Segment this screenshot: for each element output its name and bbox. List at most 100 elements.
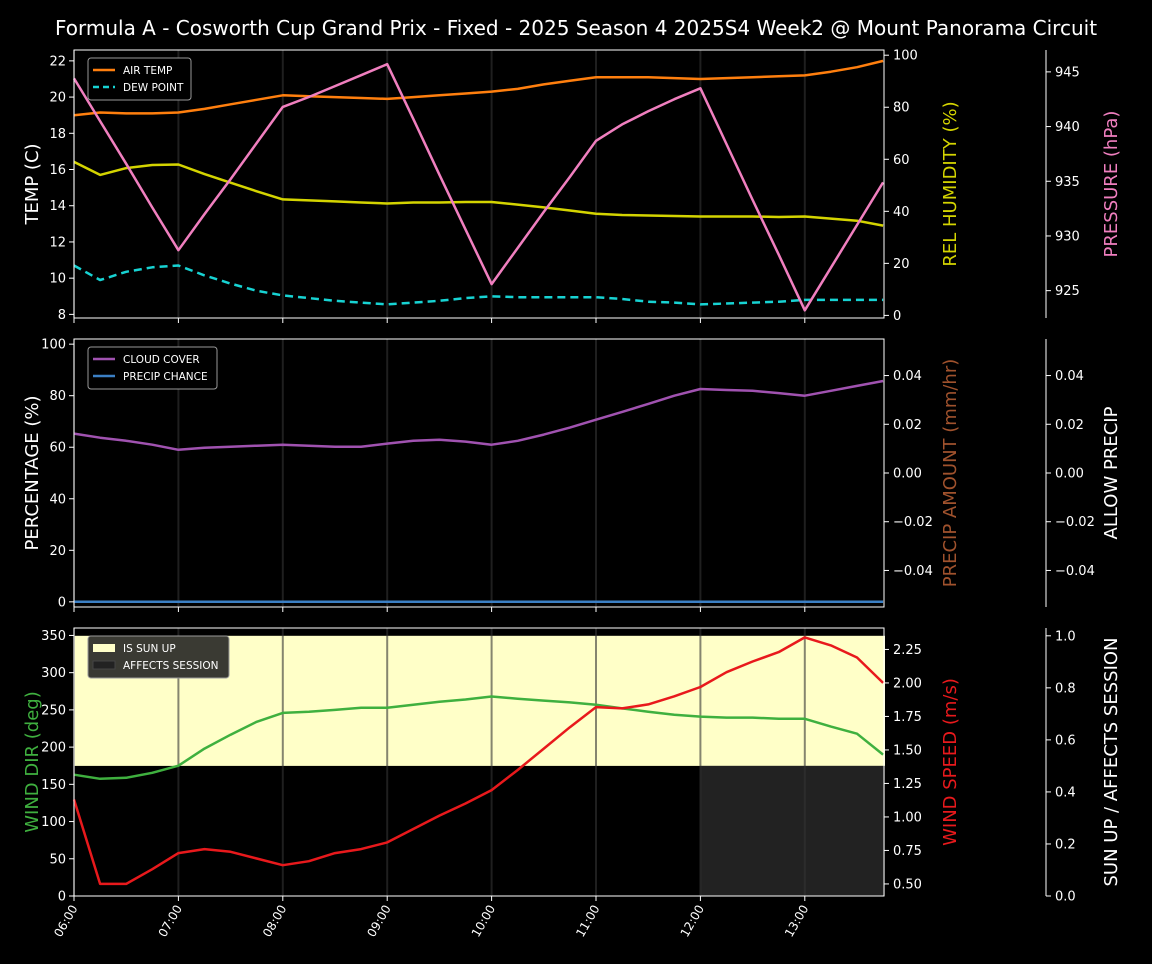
legend [87, 57, 192, 101]
y-tick-label: 1.0 [1055, 629, 1076, 644]
legend [87, 635, 230, 679]
plot-frame [73, 627, 885, 897]
y-tick-label: 1.00 [893, 810, 922, 825]
y-tick-label: 300 [41, 666, 66, 681]
legend-swatch [93, 644, 115, 652]
y-tick-label: 350 [41, 629, 66, 644]
axis-label-left: PERCENTAGE (%) [22, 395, 43, 550]
y-tick-label: 0.00 [1055, 467, 1084, 482]
y-tick-label: −0.02 [1055, 515, 1095, 530]
x-tick-label: 07:00 [156, 903, 185, 940]
y-tick-label: 2.00 [893, 676, 922, 691]
y-tick-label: 0.04 [893, 369, 922, 384]
y-tick-label: 80 [49, 389, 66, 404]
y-tick-label: 60 [49, 441, 66, 456]
y-tick-label: 20 [49, 91, 66, 106]
y-tick-label: −0.04 [1055, 564, 1095, 579]
y-tick-label: 40 [893, 205, 910, 220]
series-line-cloud-cover [73, 379, 884, 452]
panel-2 [69, 338, 1051, 612]
legend-label: IS SUN UP [123, 643, 176, 655]
y-tick-label: 200 [41, 741, 66, 756]
panel-1 [69, 49, 1051, 323]
legend-box [87, 57, 192, 101]
y-tick-label: 2.25 [893, 643, 922, 658]
x-tick-label: 12:00 [678, 903, 707, 940]
y-tick-label: 8 [58, 308, 66, 323]
x-tick-label: 11:00 [573, 903, 602, 940]
y-tick-label: 22 [49, 54, 66, 69]
y-tick-label: 50 [49, 852, 66, 867]
x-tick-label: 10:00 [469, 903, 498, 940]
axis-label-right: REL HUMIDITY (%) [940, 101, 961, 266]
y-tick-label: 0 [893, 309, 901, 324]
y-tick-label: 80 [893, 101, 910, 116]
y-tick-label: −0.02 [893, 515, 933, 530]
legend-label: CLOUD COVER [123, 354, 200, 366]
y-tick-label: 945 [1055, 65, 1080, 80]
x-tick-label: 09:00 [364, 903, 393, 940]
series-line-humidity [73, 160, 884, 227]
legend [87, 346, 218, 390]
y-tick-label: 1.50 [893, 743, 922, 758]
axis-label-right2: PRESSURE (hPa) [1101, 111, 1122, 258]
y-tick-label: 20 [893, 257, 910, 272]
y-tick-label: 100 [41, 338, 66, 353]
series-line-dew-point [73, 264, 884, 306]
y-tick-label: 0.02 [1055, 418, 1084, 433]
x-tick-label: 13:00 [782, 903, 811, 940]
legend-label: DEW POINT [123, 82, 184, 94]
y-tick-label: 935 [1055, 175, 1080, 190]
legend-label: AIR TEMP [123, 65, 172, 77]
y-tick-label: 18 [49, 127, 66, 142]
y-tick-label: 0.0 [1055, 890, 1076, 905]
y-tick-label: 0.75 [893, 844, 922, 859]
plot-frame [73, 49, 885, 319]
legend-box [87, 346, 218, 390]
y-tick-label: 925 [1055, 284, 1080, 299]
y-tick-label: 16 [49, 163, 66, 178]
y-tick-label: 0.00 [893, 467, 922, 482]
y-tick-label: 0.02 [893, 418, 922, 433]
y-tick-label: 1.75 [893, 710, 922, 725]
legend-label: PRECIP CHANCE [123, 371, 208, 383]
series-line-wind_dir [73, 695, 884, 781]
y-tick-label: 0 [58, 890, 66, 905]
y-tick-label: 150 [41, 778, 66, 793]
y-tick-label: 20 [49, 544, 66, 559]
y-tick-label: 0.04 [1055, 369, 1084, 384]
axis-label-right: WIND SPEED (m/s) [940, 678, 961, 846]
x-tick-label: 06:00 [51, 903, 80, 940]
axis-label-right2: ALLOW PRECIP [1101, 406, 1122, 539]
y-tick-label: 0 [58, 595, 66, 610]
y-tick-label: 0.8 [1055, 681, 1076, 696]
y-tick-label: 0.6 [1055, 733, 1076, 748]
panel-3 [69, 627, 1051, 901]
series-line-air-temp [73, 59, 884, 117]
y-tick-label: 940 [1055, 120, 1080, 135]
legend-label: AFFECTS SESSION [123, 660, 219, 672]
x-tick-label: 08:00 [260, 903, 289, 940]
y-tick-label: 100 [41, 815, 66, 830]
y-tick-label: 12 [49, 235, 66, 250]
chart-title: Formula A - Cosworth Cup Grand Prix - Fi… [55, 16, 1097, 40]
y-tick-label: 60 [893, 153, 910, 168]
affects-session-band [700, 765, 885, 896]
series-line-wind_speed [72, 636, 884, 886]
y-tick-label: 0.4 [1055, 785, 1076, 800]
legend-swatch [92, 660, 116, 670]
y-tick-label: 10 [49, 272, 66, 287]
y-tick-label: 250 [41, 703, 66, 718]
y-tick-label: 0.50 [893, 877, 922, 892]
y-tick-label: 930 [1055, 229, 1080, 244]
y-tick-label: 40 [49, 492, 66, 507]
axis-label-right2: SUN UP / AFFECTS SESSION [1101, 637, 1122, 886]
axis-label-left: WIND DIR (deg) [22, 691, 43, 833]
y-tick-label: 100 [893, 49, 918, 64]
axis-label-left: TEMP (C) [22, 143, 43, 225]
y-tick-label: 14 [49, 199, 66, 214]
y-tick-label: 0.2 [1055, 837, 1076, 852]
axis-label-right: PRECIP AMOUNT (mm/hr) [940, 359, 961, 588]
legend-box [87, 635, 230, 679]
